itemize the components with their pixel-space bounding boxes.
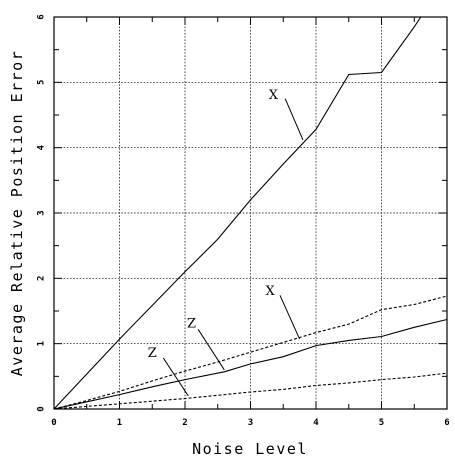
x-axis-title: Noise Level xyxy=(192,440,308,457)
x-tick-label: 1 xyxy=(117,418,122,428)
x-tick-label: 6 xyxy=(444,418,449,428)
series-line-solid xyxy=(53,318,448,410)
annotation-label: Z xyxy=(148,346,157,361)
annotation-leader-line xyxy=(197,329,225,371)
y-tick-label: 4 xyxy=(37,144,47,150)
annotations: X X Z Z xyxy=(148,88,304,397)
y-tick-label: 3 xyxy=(37,210,47,215)
series-line-dashed xyxy=(53,295,448,410)
annotation-label: Z xyxy=(187,317,196,332)
series-line-solid xyxy=(53,16,422,410)
plot-frame xyxy=(53,16,448,410)
x-tick-label: 4 xyxy=(313,418,319,428)
series-lines xyxy=(53,16,448,410)
x-tick-label: 3 xyxy=(248,418,253,428)
y-tick-label: 2 xyxy=(37,276,47,281)
y-tick-label: 6 xyxy=(37,14,47,19)
x-tick-label: 0 xyxy=(51,418,56,428)
x-tick-label: 2 xyxy=(182,418,187,428)
x-tick-label: 5 xyxy=(379,418,384,428)
y-tick-label: 1 xyxy=(37,341,47,346)
y-tick-label: 5 xyxy=(37,80,47,85)
series-line-dashed xyxy=(53,372,448,410)
y-tick-label: 0 xyxy=(37,406,47,411)
annotation-leader-line xyxy=(284,98,304,141)
annotation-label: X xyxy=(266,284,276,299)
y-axis-title: Average Relative Position Error xyxy=(8,50,26,376)
grid xyxy=(53,16,448,410)
annotation-label: X xyxy=(269,88,279,103)
annotation-leader-line xyxy=(162,357,189,397)
annotation-leader-line xyxy=(279,295,301,340)
y-tick-labels: 0 1 2 3 4 5 6 xyxy=(37,14,47,411)
x-tick-labels: 0 1 2 3 4 5 6 xyxy=(51,418,449,428)
